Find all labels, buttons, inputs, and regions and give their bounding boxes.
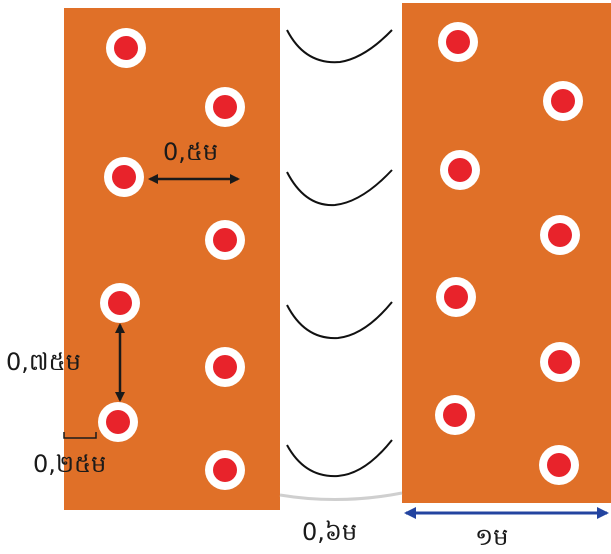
planting-hole	[436, 277, 476, 317]
planting-hole	[100, 283, 140, 323]
right-bed-holes	[435, 22, 583, 485]
furrow-curve	[286, 29, 393, 64]
furrow-curve	[286, 301, 393, 340]
planting-hole	[440, 150, 480, 190]
path-width-label: 0,៦ម	[302, 518, 357, 546]
planting-hole	[438, 22, 478, 62]
left-bed-holes	[98, 28, 245, 490]
planting-hole	[106, 28, 146, 68]
planting-hole	[435, 395, 475, 435]
edge-offset-brace	[63, 432, 97, 439]
planting-hole	[540, 342, 580, 382]
path-bottom-edge	[279, 491, 403, 502]
planting-hole	[98, 402, 138, 442]
planting-hole	[205, 450, 245, 490]
edge-offset-label: 0,២៥ម	[33, 450, 106, 478]
planting-hole	[543, 81, 583, 121]
planting-hole	[205, 220, 245, 260]
furrow-curve	[286, 169, 393, 207]
right-planting-bed	[402, 3, 611, 503]
row-spacing-label: 0,៥ម	[163, 138, 218, 166]
planting-hole	[104, 157, 144, 197]
planting-hole	[205, 87, 245, 127]
planting-hole	[540, 215, 580, 255]
planting-hole	[205, 347, 245, 387]
hole-spacing-label: 0,៧៥ម	[6, 348, 81, 376]
bed-width-label: ១ម	[475, 523, 508, 551]
planting-hole	[539, 445, 579, 485]
furrow-curve	[286, 439, 393, 478]
